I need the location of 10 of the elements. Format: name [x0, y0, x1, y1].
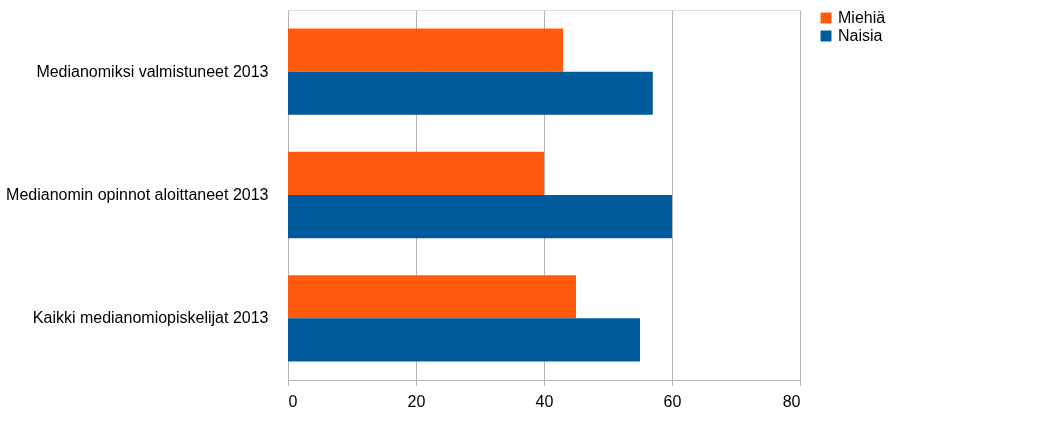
y-tick-label: Kaikki medianomiopiskelijat 2013: [32, 309, 269, 327]
x-tick-label: 0: [288, 392, 298, 410]
x-tick-label: 80: [782, 392, 801, 410]
x-tick-label: 60: [663, 392, 682, 410]
x-tick-label: 20: [407, 392, 426, 410]
legend-label: Miehiä: [838, 9, 886, 26]
y-tick-label: Medianomin opinnot aloittaneet 2013: [6, 186, 269, 203]
y-tick-label: Medianomiksi valmistuneet 2013: [36, 62, 269, 80]
legend-label: Naisia: [838, 27, 883, 44]
x-tick-label: 40: [535, 392, 554, 410]
